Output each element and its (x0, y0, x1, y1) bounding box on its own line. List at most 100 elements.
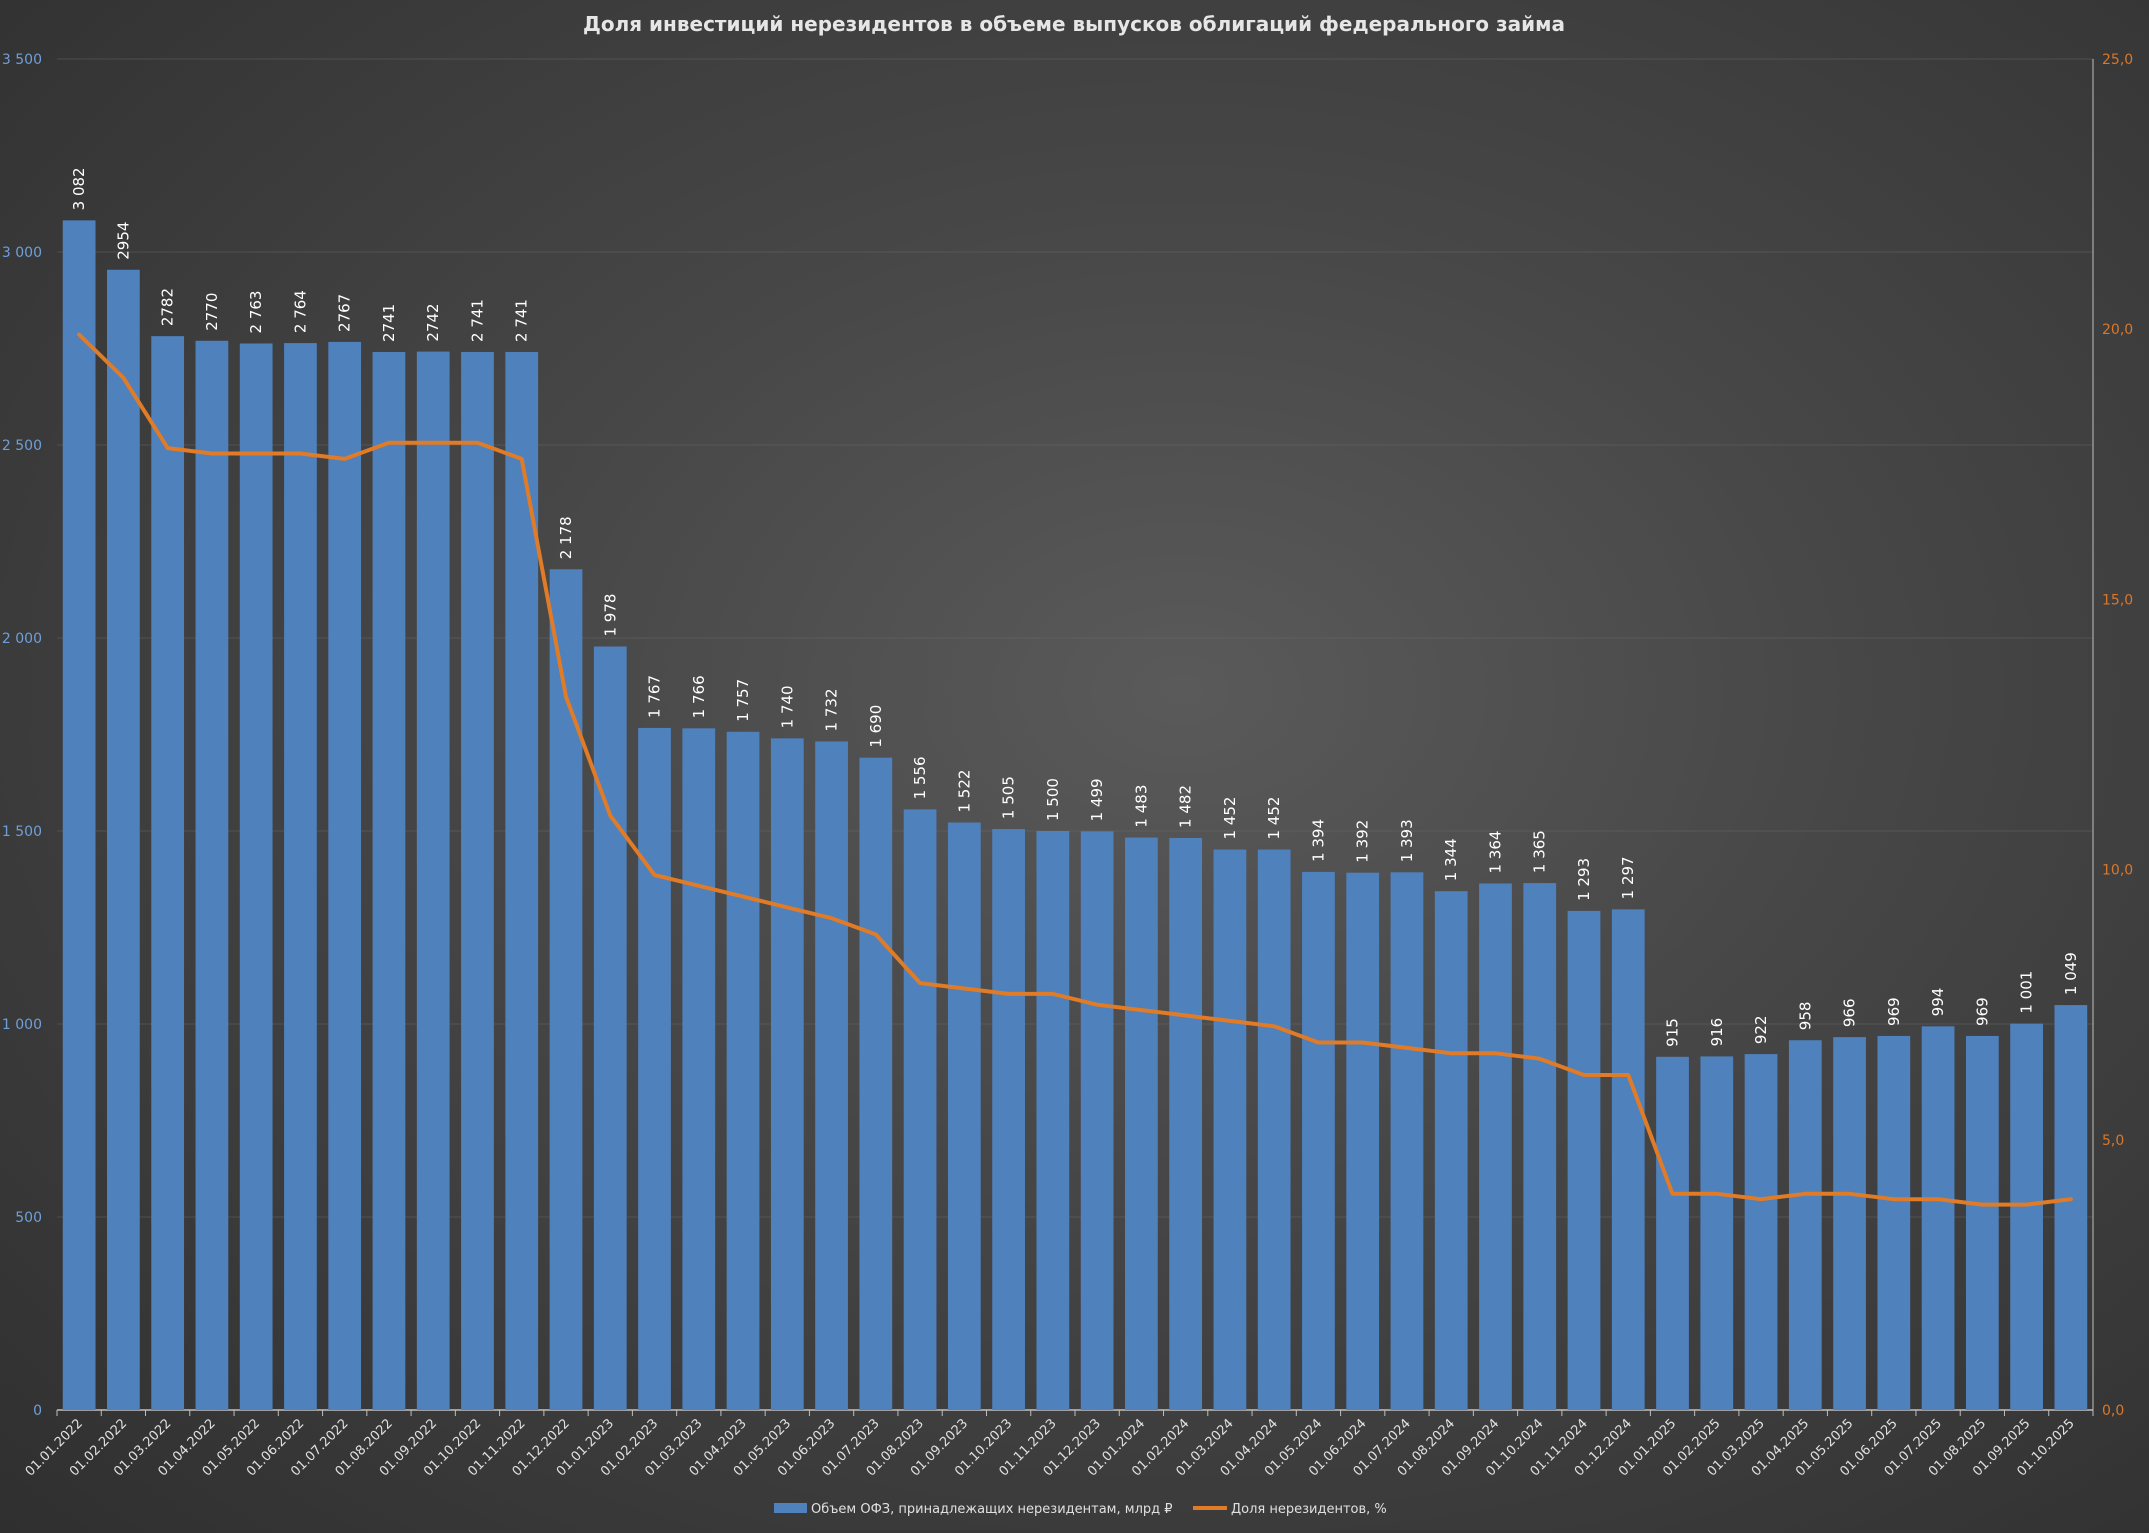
bar-data-label: 994 (1929, 988, 1947, 1017)
bar (815, 741, 848, 1410)
y-axis-right-ticks: 0,0 5,0 10,0 15,0 20,0 25,0 (2102, 52, 2133, 1419)
bar (1744, 1054, 1778, 1410)
bar-data-label: 969 (1973, 997, 1991, 1026)
bar (1788, 1040, 1822, 1410)
bar-data-label: 2954 (114, 222, 132, 260)
bar-data-label: 1 767 (646, 675, 664, 718)
bar-data-label: 1 757 (734, 679, 752, 722)
bar-data-label: 2 741 (513, 299, 531, 342)
bar (1390, 872, 1424, 1410)
bar-data-label: 1 978 (601, 594, 619, 637)
legend-label-bar: Объем ОФЗ, принадлежащих нерезидентам, м… (811, 1502, 1173, 1517)
bar (1036, 831, 1070, 1410)
bar (239, 343, 273, 1411)
bar (2054, 1005, 2088, 1410)
y-axis-left-ticks: 0 500 1 000 1 500 2 000 2 500 3 000 3 500 (2, 52, 42, 1419)
bar (1125, 837, 1158, 1410)
bar (992, 829, 1025, 1410)
bar-data-label: 1 482 (1177, 785, 1195, 828)
series-line-dolya-nerezidentov (77, 332, 2073, 1207)
bar-series (62, 220, 2088, 1411)
bar-data-label: 1 297 (1619, 856, 1637, 899)
bar (770, 738, 804, 1410)
bar-data-label: 1 499 (1088, 778, 1106, 821)
y-tick-label-right: 25,0 (2102, 52, 2133, 68)
bar-data-label: 1 293 (1575, 858, 1593, 901)
bar-data-label: 1 732 (823, 688, 841, 731)
bar (107, 269, 140, 1411)
bar-data-label: 1 556 (911, 756, 929, 799)
y-tick-label-left: 2 500 (2, 438, 42, 454)
bar (1656, 1056, 1689, 1410)
bar-data-label: 1 365 (1531, 830, 1549, 873)
line-series (77, 332, 2073, 1207)
bar-data-label: 2782 (159, 288, 177, 326)
bar (328, 341, 362, 1410)
y-tick-label-right: 5,0 (2102, 1133, 2124, 1149)
y-tick-label-left: 1 500 (2, 824, 42, 840)
bar-data-label: 1 483 (1132, 785, 1150, 828)
bar (1921, 1026, 1955, 1410)
bar (195, 340, 229, 1410)
bar-data-label: 2741 (380, 304, 398, 342)
bar (593, 646, 627, 1410)
bar (1965, 1035, 1999, 1410)
bar (284, 343, 317, 1411)
bar (947, 822, 981, 1410)
bar-data-label: 922 (1752, 1015, 1770, 1044)
bar-data-label: 2767 (336, 294, 354, 332)
bar (1302, 871, 1335, 1410)
bar (1479, 883, 1512, 1410)
y-tick-label-left: 1 000 (2, 1017, 42, 1033)
y-tick-label-left: 0 (33, 1403, 42, 1419)
bar (2010, 1023, 2043, 1410)
bar (638, 727, 671, 1410)
bar-data-label: 1 001 (2018, 971, 2036, 1014)
bar-data-label: 2 178 (557, 516, 575, 559)
bar (903, 809, 937, 1410)
bar (1257, 849, 1291, 1410)
bar (726, 731, 760, 1410)
bar-data-label: 1 364 (1486, 831, 1504, 874)
bar-data-label: 2 764 (291, 290, 309, 333)
bar (1213, 849, 1247, 1410)
bar (1346, 872, 1380, 1410)
bar-data-label: 958 (1796, 1002, 1814, 1031)
bar (1434, 891, 1468, 1410)
bar-data-label: 1 522 (955, 770, 973, 813)
bar-data-label: 915 (1664, 1018, 1682, 1047)
y-tick-label-right: 15,0 (2102, 592, 2133, 608)
bar-data-label: 916 (1708, 1018, 1726, 1047)
bar-data-label: 1 394 (1309, 819, 1327, 862)
x-axis-ticks: 01.01.202201.02.202201.03.202201.04.2022… (23, 1416, 2078, 1479)
bar (549, 569, 583, 1410)
bar (1611, 909, 1645, 1410)
bar-data-label: 1 452 (1265, 797, 1283, 840)
bar-data-label: 2742 (424, 303, 442, 341)
bar-data-label: 2 763 (247, 291, 265, 334)
bar-data-label: 1 740 (778, 685, 796, 728)
bar (151, 336, 185, 1411)
bar (1080, 831, 1114, 1410)
bar (1877, 1035, 1911, 1410)
bar-data-label: 1 452 (1221, 797, 1239, 840)
bar-data-label: 1 393 (1398, 819, 1416, 862)
y-tick-label-left: 3 000 (2, 245, 42, 261)
y-tick-label-right: 10,0 (2102, 863, 2133, 879)
bar-data-label: 1 049 (2062, 952, 2080, 995)
gridlines (57, 58, 2093, 1218)
bar (1833, 1037, 1866, 1410)
bar (1523, 883, 1557, 1410)
bar-data-label: 2 741 (468, 299, 486, 342)
bar-data-label: 3 082 (70, 167, 88, 210)
y-tick-label-right: 0,0 (2102, 1403, 2124, 1419)
bar (416, 351, 450, 1410)
y-tick-label-left: 500 (15, 1210, 42, 1226)
bar-data-label: 1 505 (1000, 776, 1018, 819)
y-tick-label-left: 3 500 (2, 52, 42, 68)
bar (1700, 1056, 1734, 1410)
bar (372, 351, 406, 1410)
bar-data-label: 1 344 (1442, 838, 1460, 881)
bar-data-label: 1 766 (690, 675, 708, 718)
